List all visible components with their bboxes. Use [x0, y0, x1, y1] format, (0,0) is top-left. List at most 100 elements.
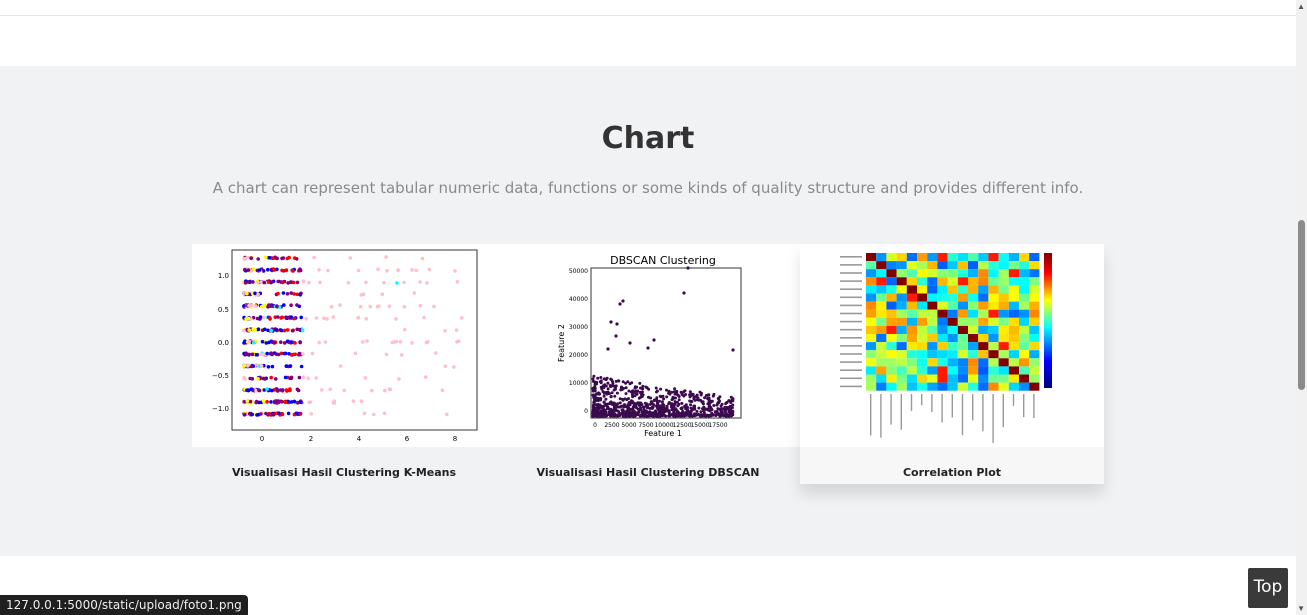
dbscan-point: [602, 386, 606, 389]
dbscan-point: [593, 383, 597, 387]
scroll-up-arrow-icon[interactable]: ▲: [1297, 2, 1305, 11]
dbscan-point: [654, 410, 658, 414]
kmeans-image[interactable]: 0 2 4 6 8 1.0 0.5 0.0 −0.5 −1.0: [192, 244, 496, 447]
dbscan-point: [649, 400, 653, 404]
kmeans-y-tick: 1.0: [218, 272, 229, 280]
dbscan-image[interactable]: DBSCAN Clustering Feature 1 Feature 2 0 …: [496, 244, 800, 447]
dbscan-y-tick: 10000: [569, 380, 588, 387]
heatmap-cell: [937, 261, 948, 270]
kmeans-point: [362, 411, 367, 416]
heatmap-cell: [1029, 293, 1040, 302]
kmeans-point: [387, 304, 392, 308]
kmeans-point: [247, 339, 251, 344]
heatmap-cell: [957, 301, 968, 310]
dbscan-point: [624, 414, 628, 418]
kmeans-point: [259, 364, 264, 368]
heatmap-cell: [896, 358, 907, 367]
kmeans-point: [295, 401, 300, 405]
scrollbar[interactable]: ▲ ▼: [1296, 0, 1307, 615]
kmeans-point: [245, 364, 250, 368]
dbscan-point: [684, 405, 688, 409]
heatmap-cell: [957, 253, 968, 262]
back-to-top-button[interactable]: Top: [1248, 568, 1288, 608]
dbscan-xlabel: Feature 1: [644, 429, 682, 438]
heatmap-cell: [917, 350, 928, 359]
kmeans-point: [306, 376, 310, 381]
heatmap-cell: [1029, 285, 1040, 294]
dbscan-point: [682, 291, 686, 295]
kmeans-point: [266, 280, 270, 284]
kmeans-point: [283, 399, 288, 404]
dbscan-point: [642, 414, 646, 418]
kmeans-point: [309, 412, 314, 416]
heatmap-cell: [1008, 309, 1019, 318]
kmeans-point: [253, 291, 257, 296]
scrollbar-thumb[interactable]: [1298, 220, 1305, 390]
dbscan-point: [660, 413, 664, 417]
dbscan-point: [727, 407, 731, 411]
heatmap-cell: [917, 374, 928, 383]
heatmap-cell: [937, 366, 948, 375]
card-correlation[interactable]: Correlation Plot: [800, 244, 1104, 484]
heatmap-cell: [886, 334, 897, 343]
kmeans-point: [262, 280, 267, 285]
heatmap-cell: [1008, 317, 1019, 326]
dbscan-point: [718, 395, 722, 399]
dbscan-point: [716, 402, 720, 405]
dbscan-point: [599, 385, 603, 389]
heatmap-cell: [937, 334, 948, 343]
dbscan-point: [654, 386, 658, 390]
kmeans-point: [250, 352, 255, 357]
heatmap-cell: [917, 358, 928, 367]
card-kmeans[interactable]: 0 2 4 6 8 1.0 0.5 0.0 −0.5 −1.0 Visualis…: [192, 244, 496, 500]
heatmap-cell: [866, 334, 877, 343]
dbscan-point: [628, 341, 632, 345]
card-caption-kmeans: Visualisasi Hasil Clustering K-Means: [231, 466, 457, 479]
dbscan-point: [618, 397, 622, 401]
dbscan-point: [602, 391, 606, 394]
heatmap-cell: [906, 358, 917, 367]
heatmap-cell: [1029, 334, 1040, 343]
card-dbscan[interactable]: DBSCAN Clustering Feature 1 Feature 2 0 …: [496, 244, 800, 500]
dbscan-point: [655, 396, 659, 400]
heatmap-cell: [886, 350, 897, 359]
kmeans-point: [259, 280, 264, 284]
heatmap-cell: [998, 334, 1009, 343]
kmeans-point: [254, 304, 258, 309]
heatmap-cell: [978, 317, 989, 326]
heatmap-row-label: [840, 256, 862, 258]
heatmap-cell: [968, 325, 979, 334]
correlation-image[interactable]: [800, 244, 1104, 447]
dbscan-point: [676, 412, 680, 416]
heatmap-cell: [886, 366, 897, 375]
kmeans-point: [289, 376, 294, 380]
dbscan-point: [665, 404, 669, 408]
dbscan-point: [615, 391, 619, 395]
kmeans-point: [297, 375, 302, 380]
kmeans-point: [356, 315, 360, 320]
dbscan-point: [591, 379, 595, 383]
dbscan-point: [712, 404, 716, 407]
kmeans-point: [383, 388, 387, 393]
heatmap-cell: [896, 277, 907, 286]
heatmap-cell: [988, 309, 999, 318]
dbscan-point: [695, 393, 699, 397]
heatmap-cell: [927, 269, 938, 278]
heatmap-cell: [988, 334, 999, 343]
kmeans-point: [289, 340, 293, 344]
dbscan-point: [723, 405, 727, 409]
dbscan-point: [617, 405, 620, 409]
kmeans-point: [452, 365, 456, 369]
heatmap-cell: [937, 350, 948, 359]
heatmap-cell: [998, 366, 1009, 375]
scroll-down-arrow-icon[interactable]: ▼: [1297, 604, 1305, 613]
kmeans-point: [250, 303, 254, 308]
heatmap-cell: [988, 342, 999, 351]
kmeans-x-tick: 6: [405, 435, 410, 443]
heatmap-row-label: [840, 280, 862, 282]
dbscan-point: [626, 407, 630, 411]
kmeans-point: [275, 267, 279, 272]
dbscan-x-tick: 12500: [672, 422, 691, 429]
dbscan-point: [659, 387, 663, 391]
kmeans-point: [358, 305, 363, 309]
